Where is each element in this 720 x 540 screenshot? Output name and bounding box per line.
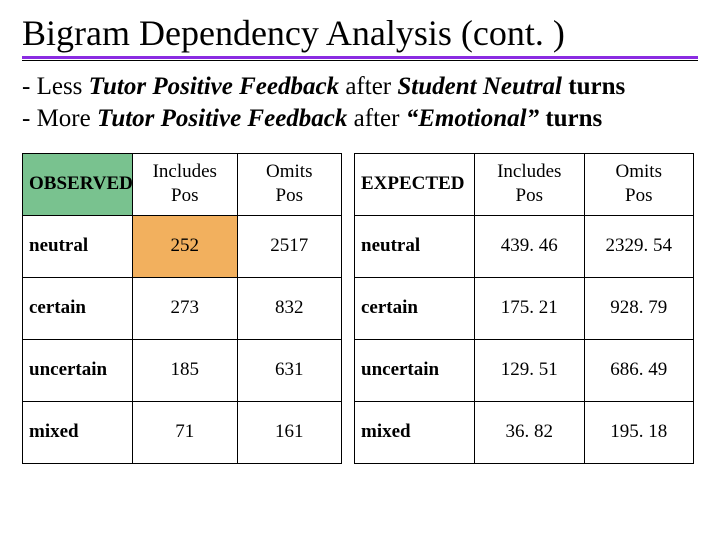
cell-omits: 686. 49 [584,339,694,401]
col-header-includes: Includes Pos [133,153,238,215]
table-row: uncertain 129. 51 686. 49 [355,339,694,401]
bullet-line-2: - More Tutor Positive Feedback after “Em… [22,103,698,135]
cell-includes: 36. 82 [475,401,585,463]
table-header-row: EXPECTED Includes Pos Omits Pos [355,153,694,215]
text: turns [539,105,602,132]
page-title: Bigram Dependency Analysis (cont. ) [22,14,698,54]
emph-emotional: “Emotional” [406,105,539,132]
text: Includes [153,161,217,183]
row-label: mixed [23,401,133,463]
emph-tutor-pos-fb: Tutor Positive Feedback [97,105,347,132]
text: after [347,105,405,132]
cell-includes: 185 [133,339,238,401]
col-header-includes: Includes Pos [475,153,585,215]
bullet-list: - Less Tutor Positive Feedback after Stu… [22,71,698,135]
row-label: certain [355,277,475,339]
tables-container: OBSERVED Includes Pos Omits Pos neutral … [22,153,698,464]
table-row: certain 175. 21 928. 79 [355,277,694,339]
text: - Less [22,73,89,100]
table-row: uncertain 185 631 [23,339,342,401]
cell-omits: 2517 [237,215,342,277]
table-row: neutral 252 2517 [23,215,342,277]
cell-includes: 129. 51 [475,339,585,401]
table-row: certain 273 832 [23,277,342,339]
table-row: mixed 71 161 [23,401,342,463]
cell-omits: 631 [237,339,342,401]
cell-includes: 71 [133,401,238,463]
slide-root: Bigram Dependency Analysis (cont. ) - Le… [0,0,720,478]
text: Pos [276,185,303,207]
cell-includes: 273 [133,277,238,339]
table-row: mixed 36. 82 195. 18 [355,401,694,463]
text: after [339,73,397,100]
bullet-line-1: - Less Tutor Positive Feedback after Stu… [22,71,698,103]
row-label: mixed [355,401,475,463]
emph-tutor-pos-fb: Tutor Positive Feedback [89,73,339,100]
text: - More [22,105,97,132]
observed-table: OBSERVED Includes Pos Omits Pos neutral … [22,153,342,464]
cell-omits: 195. 18 [584,401,694,463]
emph-student-neutral: Student Neutral [397,73,562,100]
col-header-omits: Omits Pos [237,153,342,215]
expected-table: EXPECTED Includes Pos Omits Pos neutral … [354,153,694,464]
text: Pos [171,185,198,207]
text: Omits [616,161,662,183]
text: Pos [625,185,652,207]
text: Omits [266,161,312,183]
table-row: neutral 439. 46 2329. 54 [355,215,694,277]
table-header-row: OBSERVED Includes Pos Omits Pos [23,153,342,215]
cell-includes: 175. 21 [475,277,585,339]
row-label: uncertain [355,339,475,401]
text: Includes [497,161,561,183]
text: turns [562,73,625,100]
cell-includes: 439. 46 [475,215,585,277]
cell-includes: 252 [133,215,238,277]
col-header-omits: Omits Pos [584,153,694,215]
cell-omits: 832 [237,277,342,339]
row-label: neutral [355,215,475,277]
row-label: certain [23,277,133,339]
title-underline [22,56,698,61]
row-label: uncertain [23,339,133,401]
cell-omits: 2329. 54 [584,215,694,277]
cell-omits: 928. 79 [584,277,694,339]
expected-label-cell: EXPECTED [355,153,475,215]
cell-omits: 161 [237,401,342,463]
observed-label-cell: OBSERVED [23,153,133,215]
row-label: neutral [23,215,133,277]
text: Pos [516,185,543,207]
